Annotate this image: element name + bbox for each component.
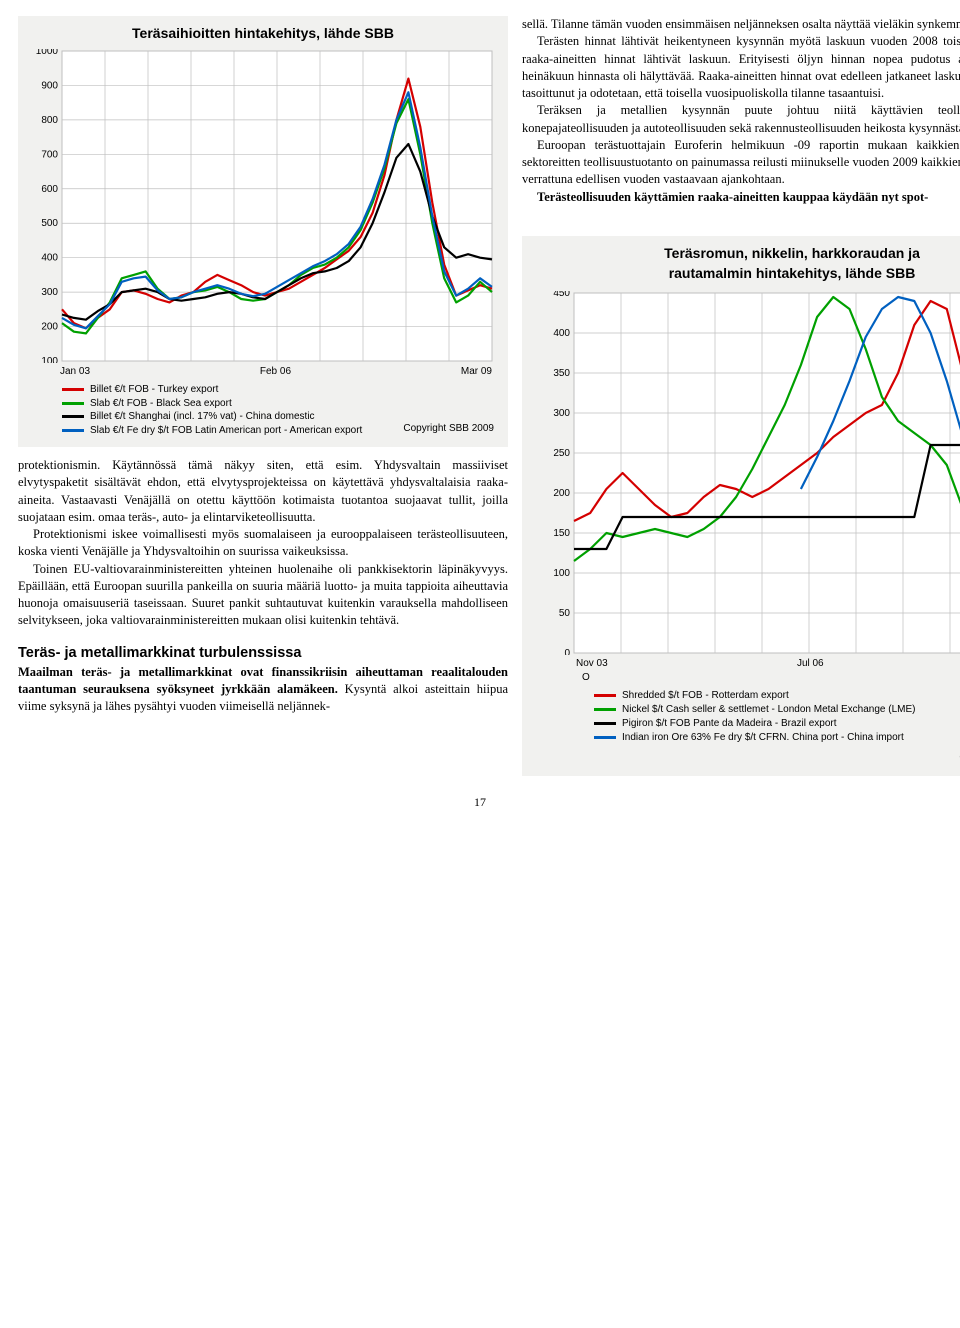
legend-item: Nickel $/t Cash seller & settlemet - Lon… (594, 703, 960, 717)
legend-swatch (594, 736, 616, 739)
legend-item: Indian iron Ore 63% Fe dry $/t CFRN. Chi… (594, 731, 960, 745)
legend-item: Slab €/t FOB - Black Sea export (62, 397, 403, 411)
chart1-copyright: Copyright SBB 2009 (403, 422, 494, 438)
chart1-title: Teräsaihioitten hintakehitys, lähde SBB (28, 24, 498, 43)
bold-span: Terästeollisuuden käyttämien raaka-ainei… (537, 190, 928, 204)
article-right-column: sellä. Tilanne tämän vuoden ensimmäisen … (522, 16, 960, 226)
paragraph: protektionismin. Käytännössä tämä näkyy … (18, 457, 508, 526)
legend-swatch (594, 722, 616, 725)
legend-label: Billet €/t FOB - Turkey export (90, 383, 218, 397)
svg-text:100: 100 (553, 568, 570, 579)
legend-label: Slab €/t Fe dry $/t FOB Latin American p… (90, 424, 362, 438)
svg-text:50: 50 (559, 608, 571, 619)
svg-text:300: 300 (553, 408, 570, 419)
legend-label: Indian iron Ore 63% Fe dry $/t CFRN. Chi… (622, 731, 904, 745)
svg-text:1000: 1000 (36, 49, 59, 57)
chart1-plot: 100 200 300 400 500 600 700 800 900 1000 (28, 49, 498, 363)
paragraph: Euroopan terästuottajain Euroferin helmi… (522, 137, 960, 189)
chart2-title-line: Teräsromun, nikkelin, harkkoraudan ja (664, 245, 920, 261)
chart2-plot: 0 50 100 150 200 250 300 350 400 450 (534, 291, 960, 655)
svg-text:0: 0 (564, 648, 570, 655)
svg-text:600: 600 (41, 184, 58, 195)
chart-steel-billet: Teräsaihioitten hintakehitys, lähde SBB … (18, 16, 508, 447)
chart2-copyright: Copyright SBB 2009 (534, 751, 960, 765)
legend-swatch (594, 708, 616, 711)
page-number: 17 (18, 794, 942, 811)
continued-note: Jatkuu sivulla 18 (522, 210, 960, 227)
article-left-column: protektionismin. Käytännössä tämä näkyy … (18, 457, 508, 715)
legend-item: Billet €/t FOB - Turkey export (62, 383, 403, 397)
svg-text:200: 200 (41, 322, 58, 333)
svg-text:200: 200 (553, 488, 570, 499)
paragraph: Protektionismi iskee voimallisesti myös … (18, 526, 508, 561)
svg-text:250: 250 (553, 448, 570, 459)
legend-swatch (594, 694, 616, 697)
svg-text:400: 400 (41, 253, 58, 264)
legend-label: Billet €/t Shanghai (incl. 17% vat) - Ch… (90, 410, 315, 424)
chart2-xlabel: Nov 03 O (576, 657, 608, 685)
legend-label: Nickel $/t Cash seller & settlemet - Lon… (622, 703, 915, 717)
paragraph: Toinen EU-valtiovarainministereitten yht… (18, 561, 508, 630)
chart-scrap-nickel: Teräsromun, nikkelin, harkkoraudan ja ra… (522, 236, 960, 776)
legend-item: Pigiron $/t FOB Pante da Madeira - Brazi… (594, 717, 960, 731)
chart2-xaxis: Nov 03 O Jul 06 Mar 09 (534, 655, 960, 685)
lead-paragraph: Maailman teräs- ja metallimarkkinat ovat… (18, 664, 508, 716)
chart2-legend: Shredded $/t FOB - Rotterdam exportNicke… (534, 685, 960, 745)
svg-text:500: 500 (41, 219, 58, 230)
chart1-legend: Billet €/t FOB - Turkey exportSlab €/t F… (62, 383, 403, 437)
chart1-xlabel: Mar 09 (461, 365, 492, 379)
chart1-xlabel: Jan 03 (60, 365, 90, 379)
svg-text:100: 100 (41, 356, 58, 363)
legend-item: Billet €/t Shanghai (incl. 17% vat) - Ch… (62, 410, 403, 424)
legend-swatch (62, 388, 84, 391)
paragraph: sellä. Tilanne tämän vuoden ensimmäisen … (522, 16, 960, 33)
chart1-xlabel: Feb 06 (260, 365, 291, 379)
legend-item: Slab €/t Fe dry $/t FOB Latin American p… (62, 424, 403, 438)
svg-text:400: 400 (553, 328, 570, 339)
chart2-title-line: rautamalmin hintakehitys, lähde SBB (669, 265, 916, 281)
paragraph: Terästen hinnat lähtivät heikentyneen ky… (522, 33, 960, 102)
paragraph: Terästeollisuuden käyttämien raaka-ainei… (522, 189, 960, 206)
chart2-xlabel: Jul 06 (797, 657, 824, 685)
chart1-xaxis: Jan 03 Feb 06 Mar 09 (28, 363, 498, 379)
legend-item: Shredded $/t FOB - Rotterdam export (594, 689, 960, 703)
paragraph: Teräksen ja metallien kysynnän puute joh… (522, 102, 960, 137)
legend-swatch (62, 415, 84, 418)
svg-text:700: 700 (41, 150, 58, 161)
svg-text:450: 450 (553, 291, 570, 299)
legend-swatch (62, 402, 84, 405)
svg-text:900: 900 (41, 81, 58, 92)
legend-label: Slab €/t FOB - Black Sea export (90, 397, 232, 411)
section-heading: Teräs- ja metallimarkkinat turbulenssiss… (18, 644, 508, 662)
svg-text:350: 350 (553, 368, 570, 379)
svg-text:800: 800 (41, 115, 58, 126)
legend-swatch (62, 429, 84, 432)
svg-text:150: 150 (553, 528, 570, 539)
legend-label: Shredded $/t FOB - Rotterdam export (622, 689, 789, 703)
svg-text:300: 300 (41, 287, 58, 298)
chart2-title: Teräsromun, nikkelin, harkkoraudan ja ra… (534, 244, 960, 283)
legend-label: Pigiron $/t FOB Pante da Madeira - Brazi… (622, 717, 837, 731)
